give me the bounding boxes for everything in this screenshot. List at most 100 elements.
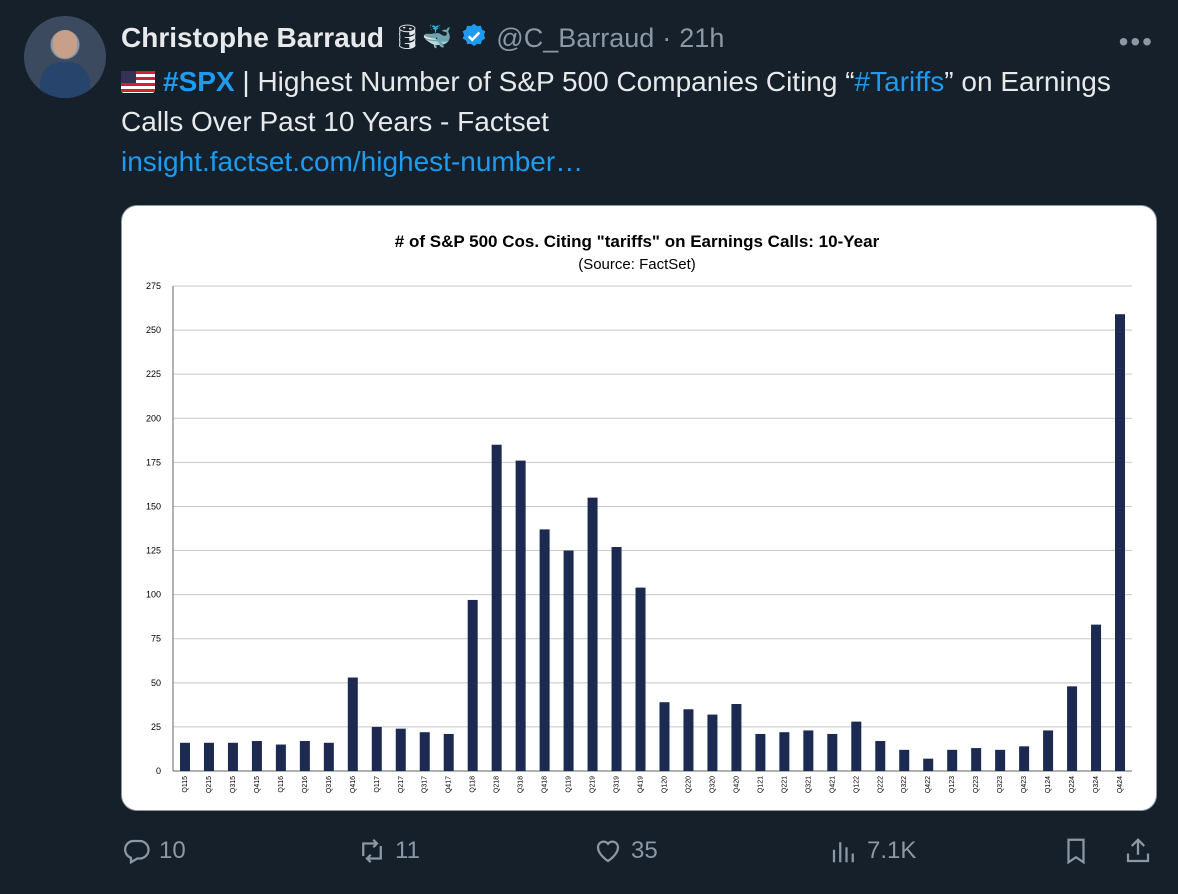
hashtag-tariffs[interactable]: #Tariffs xyxy=(854,66,945,97)
share-icon xyxy=(1126,838,1150,863)
x-tick-label: Q220 xyxy=(685,776,692,793)
x-tick-label: Q222 xyxy=(877,776,884,793)
views-chart-icon xyxy=(832,842,854,863)
y-tick-label: 25 xyxy=(151,722,161,732)
bar xyxy=(515,460,526,771)
text-part-2: ” on Earnings Calls Over Past 10 Years -… xyxy=(121,66,1111,137)
hashtag-spx[interactable]: #SPX xyxy=(163,66,235,97)
bar xyxy=(275,744,286,771)
y-tick-label: 100 xyxy=(146,590,161,600)
repost-icon xyxy=(362,838,382,864)
reply-button[interactable]: 10 xyxy=(121,836,186,866)
bookmark-icon xyxy=(1067,838,1085,865)
us-flag-icon xyxy=(121,71,155,93)
tweet-text: #SPX | Highest Number of S&P 500 Compani… xyxy=(121,62,1131,182)
x-tick-label: Q223 xyxy=(973,776,980,793)
bar xyxy=(947,749,958,771)
x-tick-label: Q317 xyxy=(422,776,429,793)
bar xyxy=(779,732,790,771)
x-tick-label: Q224 xyxy=(1069,776,1076,793)
bar xyxy=(347,677,358,771)
y-tick-label: 125 xyxy=(146,546,161,556)
bar xyxy=(1043,730,1054,771)
bar xyxy=(299,741,310,771)
heart-icon xyxy=(596,840,620,863)
bar xyxy=(1091,624,1102,771)
x-tick-label: Q118 xyxy=(470,776,477,793)
x-tick-label: Q417 xyxy=(446,776,453,793)
x-tick-label: Q421 xyxy=(829,776,836,793)
avatar[interactable] xyxy=(24,16,106,98)
verified-badge-icon[interactable] xyxy=(460,22,488,55)
x-tick-label: Q322 xyxy=(901,776,908,793)
bar xyxy=(179,742,190,771)
x-tick-label: Q422 xyxy=(925,776,932,793)
x-tick-label: Q315 xyxy=(230,776,237,793)
x-tick-label: Q123 xyxy=(949,776,956,793)
tweet-header: Christophe Barraud 🛢🐳 @C_Barraud · 21h xyxy=(121,18,724,58)
bars xyxy=(179,314,1126,771)
action-bar: 10 11 35 7.1K xyxy=(121,836,1157,880)
x-tick-label: Q316 xyxy=(326,776,333,793)
author-handle[interactable]: @C_Barraud xyxy=(496,22,655,53)
y-tick-label: 175 xyxy=(146,457,161,467)
reply-icon xyxy=(124,839,150,865)
bar xyxy=(395,728,406,771)
y-tick-label: 75 xyxy=(151,634,161,644)
x-tick-label: Q217 xyxy=(398,776,405,793)
bar xyxy=(683,709,694,771)
avatar-face xyxy=(53,30,77,58)
share-button[interactable] xyxy=(1123,836,1153,866)
bar xyxy=(875,741,886,771)
x-axis-ticks: Q115 Q215 Q315 Q415 Q116 Q216 Q316 Q416 Q117 Q217… xyxy=(182,776,1124,793)
y-tick-label: 50 xyxy=(151,678,161,688)
bar xyxy=(251,741,262,771)
x-tick-label: Q120 xyxy=(661,776,668,793)
x-tick-label: Q424 xyxy=(1117,776,1124,793)
bar xyxy=(803,730,814,771)
bar xyxy=(635,587,646,771)
bar xyxy=(611,547,622,771)
bookmark-button[interactable] xyxy=(1061,836,1091,866)
x-tick-label: Q221 xyxy=(781,776,788,793)
y-axis-ticks: 0 25 50 75 100 125 150 175 200 225 250 275 xyxy=(146,281,161,776)
repost-button[interactable]: 11 xyxy=(357,836,420,866)
x-tick-label: Q218 xyxy=(494,776,501,793)
y-tick-label: 0 xyxy=(156,766,161,776)
repost-count: 11 xyxy=(395,837,420,864)
x-tick-label: Q321 xyxy=(805,776,812,793)
bar xyxy=(539,529,550,771)
x-tick-label: Q318 xyxy=(518,776,525,793)
bar-chart: # of S&P 500 Cos. Citing "tariffs" on Ea… xyxy=(146,232,1132,793)
grid-lines xyxy=(172,285,1132,772)
bar xyxy=(971,748,982,771)
bar xyxy=(659,702,670,771)
author-name[interactable]: Christophe Barraud xyxy=(121,22,384,53)
chart-image-card[interactable]: # of S&P 500 Cos. Citing "tariffs" on Ea… xyxy=(121,205,1157,811)
views-button[interactable]: 7.1K xyxy=(829,836,916,866)
bar xyxy=(923,758,934,771)
bar xyxy=(491,444,502,771)
like-button[interactable]: 35 xyxy=(593,836,658,866)
bar xyxy=(827,733,838,771)
x-tick-label: Q215 xyxy=(206,776,213,793)
bar xyxy=(707,714,718,771)
x-tick-label: Q116 xyxy=(278,776,285,793)
separator-dot: · xyxy=(662,22,672,53)
reply-count: 10 xyxy=(159,837,186,864)
bar xyxy=(563,550,574,771)
bar xyxy=(467,599,478,771)
y-tick-label: 275 xyxy=(146,281,161,291)
bar xyxy=(851,721,862,771)
bar xyxy=(731,703,742,771)
x-tick-label: Q216 xyxy=(302,776,309,793)
bar xyxy=(203,742,214,771)
more-options-icon[interactable]: ••• xyxy=(1118,26,1154,57)
x-tick-label: Q319 xyxy=(614,776,621,793)
post-time[interactable]: 21h xyxy=(679,22,725,53)
name-emoji-badges: 🛢🐳 xyxy=(391,24,453,51)
bar xyxy=(227,742,238,771)
bar xyxy=(371,726,382,771)
x-tick-label: Q418 xyxy=(542,776,549,793)
article-link[interactable]: insight.factset.com/highest-number… xyxy=(121,146,584,177)
